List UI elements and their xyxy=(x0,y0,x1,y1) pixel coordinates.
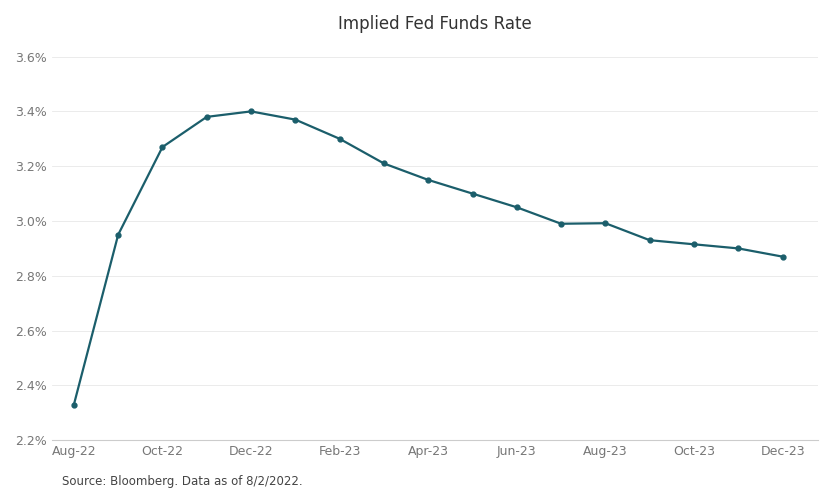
Title: Implied Fed Funds Rate: Implied Fed Funds Rate xyxy=(338,15,531,33)
Text: Source: Bloomberg. Data as of 8/2/2022.: Source: Bloomberg. Data as of 8/2/2022. xyxy=(62,475,303,488)
